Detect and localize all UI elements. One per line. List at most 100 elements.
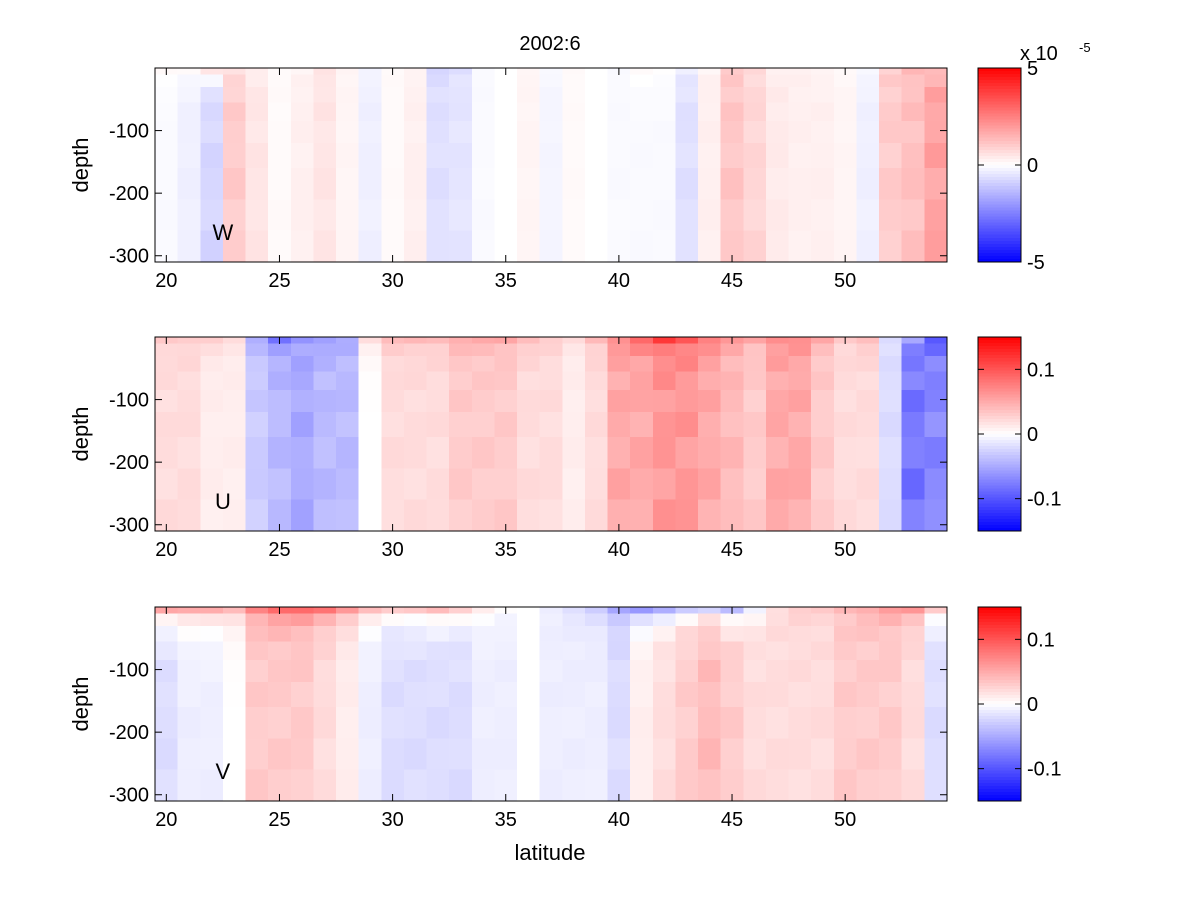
heatmap-cell [652, 682, 676, 708]
heatmap-cell [562, 371, 586, 391]
heatmap-cell [336, 613, 360, 627]
heatmap-cell [698, 86, 722, 103]
heatmap-cell [290, 121, 314, 144]
heatmap-cell [517, 682, 541, 708]
colorbar-swatch [978, 722, 1021, 726]
heatmap-cell [652, 355, 676, 372]
colorbar-swatch [978, 658, 1021, 663]
heatmap-cell [336, 337, 360, 344]
heatmap-cell [471, 337, 495, 344]
heatmap-cell [652, 641, 676, 661]
heatmap-cell [177, 74, 201, 88]
heatmap-cell [200, 625, 224, 642]
heatmap-cell [245, 641, 269, 661]
heatmap-cell [856, 607, 880, 614]
panel-label: W [213, 220, 234, 245]
heatmap-cell [358, 437, 382, 469]
heatmap-cell [426, 682, 450, 708]
colorbar-swatch [978, 207, 1021, 212]
heatmap-cell [924, 121, 948, 144]
colorbar-swatch [978, 497, 1021, 502]
heatmap-cell [268, 343, 292, 357]
heatmap-cell [788, 102, 812, 122]
heatmap-cell [245, 199, 269, 232]
heatmap-cell [222, 355, 247, 372]
heatmap-cell [336, 468, 360, 501]
colorbar-swatch [978, 470, 1021, 475]
colorbar-swatch [978, 125, 1021, 130]
heatmap-cell [788, 607, 812, 614]
heatmap-cell [833, 343, 857, 357]
colorbar-swatch [978, 779, 1021, 784]
x-tick-label: 35 [495, 270, 517, 292]
colorbar-tick-label: 0 [1027, 694, 1038, 716]
colorbar-swatch [978, 667, 1021, 672]
heatmap-cell [879, 86, 903, 103]
heatmap-cell [675, 343, 699, 357]
heatmap-cell [200, 337, 224, 344]
heatmap-cell [856, 738, 880, 771]
heatmap-cell [788, 390, 812, 413]
heatmap-cell [426, 607, 450, 614]
heatmap-cell [358, 625, 382, 642]
heatmap-cell [222, 390, 247, 413]
heatmap-cell [403, 390, 428, 413]
heatmap-cell [268, 437, 292, 469]
heatmap-cell [901, 230, 925, 263]
heatmap-cell [924, 468, 948, 501]
colorbar-swatch [978, 364, 1021, 368]
heatmap-cell [245, 682, 269, 708]
heatmap-cell [245, 607, 269, 614]
heatmap-cell [901, 499, 925, 532]
heatmap-cell [562, 613, 586, 627]
colorbar-swatch [978, 361, 1021, 365]
heatmap-cell [381, 769, 405, 802]
heatmap-cell [720, 74, 744, 88]
heatmap-cell [313, 738, 337, 771]
colorbar-swatch [978, 421, 1021, 426]
heatmap-cell [517, 437, 541, 469]
colorbar-swatch [978, 198, 1021, 202]
colorbar-swatch [978, 740, 1021, 745]
heatmap-cell [290, 707, 314, 739]
colorbar-swatch [978, 707, 1021, 711]
colorbar-swatch [978, 415, 1021, 420]
heatmap-cell [449, 607, 473, 614]
colorbar-swatch [978, 518, 1021, 523]
colorbar-tick-label: -0.1 [1027, 759, 1061, 781]
colorbar-swatch [978, 186, 1021, 190]
panels-group: 20 25 30 35 40 45 50 -100 -200 -300 depth W -5 0 5x 10… [68, 40, 1091, 831]
heatmap-cell [630, 682, 654, 708]
colorbar-swatch [978, 131, 1021, 136]
heatmap-cell [313, 230, 337, 263]
heatmap-cell [698, 371, 722, 391]
heatmap-cell [630, 660, 654, 683]
colorbar-swatch [978, 616, 1021, 620]
heatmap-cell [200, 660, 224, 683]
colorbar-swatch [978, 171, 1021, 175]
heatmap-cell [924, 707, 948, 739]
heatmap-cell [155, 86, 179, 103]
colorbar-swatch [978, 767, 1021, 772]
heatmap-cell [177, 641, 201, 661]
heatmap-cell [698, 102, 722, 122]
heatmap-cell [652, 199, 676, 232]
heatmap-cell [358, 499, 382, 532]
heatmap-cell [562, 738, 586, 771]
colorbar-swatch [978, 382, 1021, 387]
colorbar-swatch [978, 446, 1021, 450]
heatmap-cell [607, 625, 631, 642]
colorbar-swatch [978, 400, 1021, 405]
heatmap-cell [924, 86, 948, 103]
heatmap-cell [155, 613, 179, 627]
colorbar-swatch [978, 201, 1021, 206]
heatmap-cell [607, 74, 631, 88]
heatmap-cell [222, 337, 247, 344]
heatmap-cell [222, 143, 247, 169]
heatmap-cell [607, 343, 631, 357]
heatmap-cell [471, 343, 495, 357]
heatmap-cell [788, 355, 812, 372]
heatmap-cell [471, 468, 495, 501]
chart-title: 2002:6 [519, 33, 580, 55]
heatmap-cell [562, 707, 586, 739]
